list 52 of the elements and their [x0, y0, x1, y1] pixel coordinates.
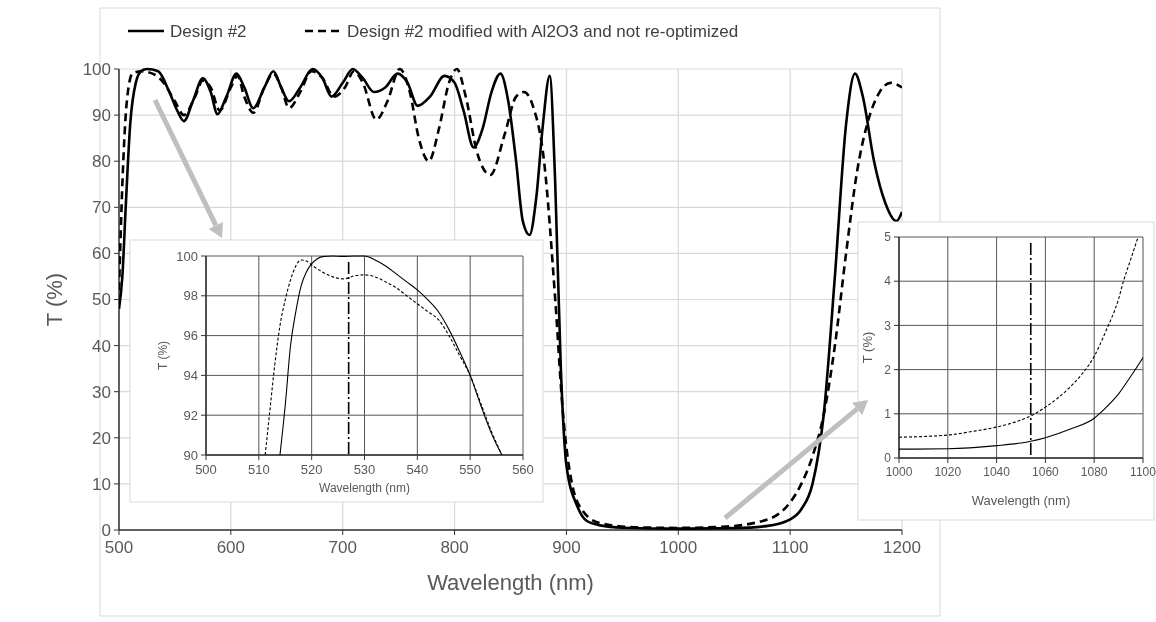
y-tick-label: 4 — [884, 274, 892, 289]
x-axis-title: Wavelength (nm) — [319, 481, 410, 495]
x-tick-label: 560 — [512, 462, 534, 477]
x-tick-label: 900 — [552, 538, 581, 557]
y-tick-label: 92 — [183, 407, 198, 423]
x-axis-title: Wavelength (nm) — [427, 570, 594, 595]
y-tick-label: 2 — [884, 362, 892, 377]
x-tick-label: 1020 — [934, 465, 962, 479]
x-tick-label: 1200 — [883, 538, 921, 557]
y-tick-label: 90 — [183, 447, 198, 463]
x-tick-label: 500 — [104, 538, 134, 557]
x-tick-label: 1000 — [885, 465, 913, 479]
y-tick-label: 100 — [176, 248, 198, 264]
legend-label: Design #2 — [170, 22, 247, 41]
x-tick-label: 530 — [353, 462, 376, 477]
legend-label: Design #2 modified with Al2O3 and not re-optimized — [347, 22, 739, 41]
y-tick-label: 50 — [92, 290, 111, 310]
y-tick-label: 30 — [92, 382, 111, 402]
y-tick-label: 96 — [183, 328, 198, 344]
y-tick-label: 5 — [884, 230, 892, 245]
x-tick-label: 510 — [247, 462, 270, 477]
y-tick-label: 90 — [92, 106, 111, 126]
x-tick-label: 1100 — [1130, 465, 1156, 479]
y-tick-label: 0 — [101, 520, 111, 540]
y-tick-label: 98 — [183, 288, 198, 304]
x-tick-label: 500 — [195, 462, 217, 477]
x-tick-label: 540 — [406, 462, 429, 477]
y-axis-title: T (%) — [156, 340, 170, 371]
y-tick-label: 40 — [92, 336, 111, 356]
x-tick-label: 600 — [216, 538, 246, 557]
y-tick-label: 100 — [82, 59, 111, 79]
y-tick-label: 80 — [92, 152, 111, 172]
x-tick-label: 700 — [328, 538, 357, 557]
x-tick-label: 1060 — [1032, 465, 1060, 479]
x-tick-label: 1080 — [1080, 465, 1108, 479]
x-tick-label: 800 — [440, 538, 469, 557]
x-tick-label: 1000 — [659, 538, 698, 557]
y-axis-title: T (%) — [860, 331, 875, 364]
y-axis-title: T (%) — [42, 272, 67, 327]
y-tick-label: 20 — [92, 428, 111, 448]
y-tick-label: 70 — [92, 198, 111, 218]
y-tick-label: 1 — [884, 407, 892, 421]
y-tick-label: 60 — [92, 244, 111, 264]
x-tick-label: 1100 — [771, 538, 809, 557]
y-tick-label: 3 — [884, 318, 892, 333]
x-axis-title: Wavelength (nm) — [971, 493, 1071, 508]
x-tick-label: 1040 — [983, 465, 1011, 479]
y-tick-label: 10 — [92, 474, 111, 494]
y-tick-label: 0 — [884, 451, 892, 466]
x-tick-label: 520 — [300, 462, 323, 477]
x-tick-label: 550 — [459, 462, 482, 477]
y-tick-label: 94 — [183, 367, 198, 383]
